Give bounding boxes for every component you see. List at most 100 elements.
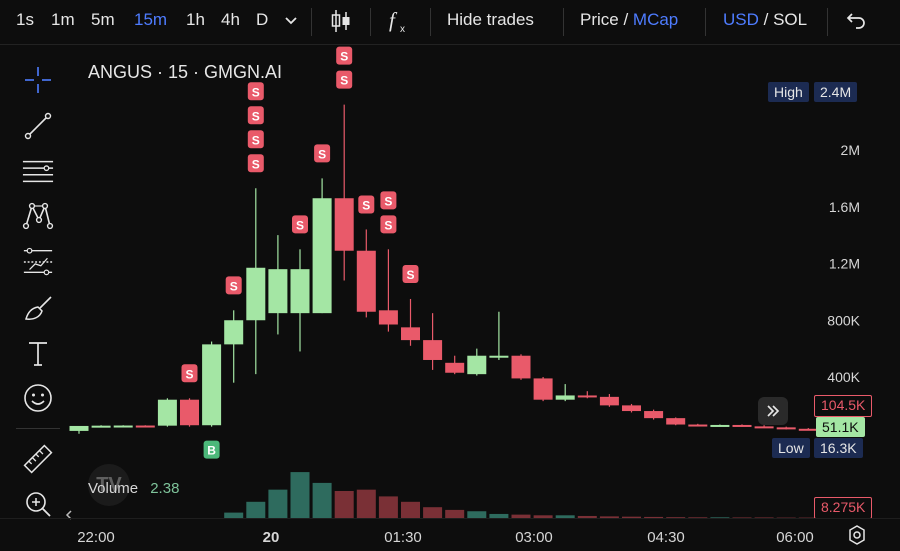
horizontal-lines-icon[interactable] — [22, 155, 54, 187]
candle-body — [202, 344, 221, 425]
chart-settings-icon[interactable] — [846, 524, 868, 551]
sell-marker-label: S — [362, 198, 370, 212]
candle-body — [70, 426, 89, 431]
currency-toggle[interactable]: USD / SOL — [723, 10, 807, 30]
indicators-fx-icon[interactable]: f x — [388, 7, 412, 40]
y-axis-label: 800K — [827, 312, 860, 328]
sol-option[interactable]: SOL — [773, 10, 807, 29]
candle-body — [644, 411, 663, 418]
toolbar-divider — [563, 8, 564, 36]
hide-trades-button[interactable]: Hide trades — [447, 10, 534, 30]
sell-marker — [248, 106, 264, 124]
zoom-in-icon[interactable] — [22, 488, 54, 520]
sell-marker-label: S — [406, 268, 414, 282]
sell-marker-label: S — [252, 85, 260, 99]
interval-d[interactable]: D — [256, 10, 268, 30]
undo-icon[interactable] — [845, 10, 867, 37]
candle-body — [777, 427, 796, 429]
double-chevron-right-icon — [765, 403, 781, 419]
chart-title: ANGUS · 15 · GMGN.AI — [88, 62, 282, 83]
candle-body — [755, 426, 774, 428]
x-axis-label: 03:00 — [515, 529, 553, 546]
candle-body — [688, 425, 707, 427]
trend-line-icon[interactable] — [22, 110, 54, 142]
candle-body — [710, 425, 729, 427]
prediction-tool-icon[interactable] — [22, 246, 54, 278]
pattern-tool-icon[interactable] — [22, 200, 54, 232]
sell-marker-label: S — [230, 279, 238, 293]
x-axis-label: 22:00 — [77, 529, 115, 546]
candle-body — [733, 425, 752, 427]
candle-body — [512, 356, 531, 379]
scroll-to-realtime-button[interactable] — [758, 397, 788, 425]
candle-body — [622, 405, 641, 411]
sell-marker-label: S — [384, 194, 392, 208]
candle-body — [114, 426, 133, 428]
sell-marker — [182, 364, 198, 382]
buy-marker-label: B — [207, 444, 216, 458]
sell-marker — [314, 144, 330, 162]
sidebar-divider — [16, 428, 60, 429]
volume-bar — [291, 472, 310, 518]
x-axis-label: 01:30 — [384, 529, 422, 546]
candle-body — [423, 340, 442, 360]
candle-body — [335, 198, 354, 250]
candle-body — [291, 269, 310, 313]
volume-bar — [401, 502, 420, 518]
buy-marker — [204, 441, 220, 459]
price-mcap-separator: / — [619, 10, 633, 29]
volume-bar — [268, 490, 287, 518]
candle-body — [357, 251, 376, 312]
volume-label: Volume — [88, 480, 138, 497]
sell-marker — [336, 47, 352, 65]
sell-marker — [403, 265, 419, 283]
crosshair-icon[interactable] — [22, 64, 54, 96]
y-axis-label: 400K — [827, 369, 860, 385]
candle-body — [92, 426, 111, 428]
toolbar-divider — [705, 8, 706, 36]
sell-marker — [292, 215, 308, 233]
interval-5m[interactable]: 5m — [91, 10, 115, 30]
toolbar-divider — [827, 8, 828, 36]
candle-body — [268, 269, 287, 313]
candle-body — [600, 397, 619, 406]
interval-15m[interactable]: 15m — [134, 10, 167, 30]
emoji-icon[interactable] — [22, 382, 54, 414]
candle-body — [246, 268, 265, 320]
interval-1s[interactable]: 1s — [16, 10, 34, 30]
candle-body — [401, 327, 420, 340]
candlestick-icon[interactable] — [330, 8, 352, 39]
sell-marker — [248, 130, 264, 148]
x-axis-label: 20 — [263, 529, 280, 546]
candle-body — [158, 400, 177, 426]
candle-body — [666, 418, 685, 424]
interval-4h[interactable]: 4h — [221, 10, 240, 30]
sell-marker — [336, 71, 352, 89]
price-mcap-toggle[interactable]: Price / MCap — [580, 10, 678, 30]
candle-body — [489, 356, 508, 358]
brush-icon[interactable] — [22, 292, 54, 324]
usd-option[interactable]: USD — [723, 10, 759, 29]
price-tag-current: 104.5K — [814, 395, 872, 417]
interval-1m[interactable]: 1m — [51, 10, 75, 30]
candle-body — [799, 429, 818, 431]
candle-body — [136, 426, 155, 428]
candle-body — [534, 378, 553, 399]
sell-marker-label: S — [296, 218, 304, 232]
price-option[interactable]: Price — [580, 10, 619, 29]
high-label-badge: High — [768, 82, 809, 102]
mcap-option[interactable]: MCap — [633, 10, 678, 29]
chevron-down-icon[interactable] — [284, 10, 298, 35]
sell-marker-label: S — [340, 50, 348, 64]
y-axis-label: 1.6M — [829, 199, 860, 215]
y-axis-label: 2M — [841, 142, 860, 158]
candle-body — [180, 400, 199, 426]
candle-body — [379, 310, 398, 324]
ruler-icon[interactable] — [22, 443, 54, 475]
sell-marker-label: S — [340, 74, 348, 88]
toolbar-divider — [370, 8, 371, 36]
interval-1h[interactable]: 1h — [186, 10, 205, 30]
text-tool-icon[interactable] — [22, 337, 54, 369]
volume-bar — [313, 483, 332, 518]
svg-text:x: x — [400, 24, 405, 35]
